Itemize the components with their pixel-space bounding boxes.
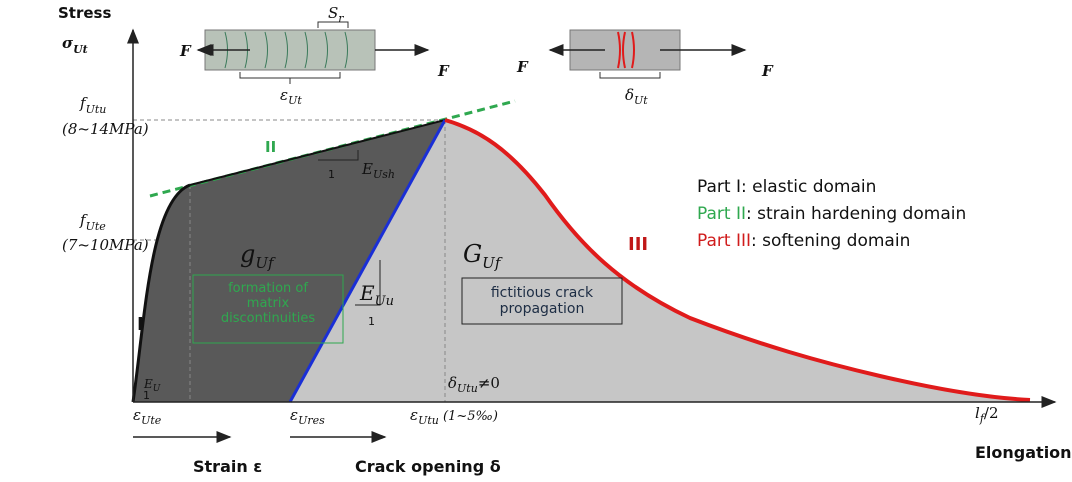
unloading-line bbox=[288, 119, 447, 403]
x-label: εUres bbox=[290, 406, 325, 427]
text-line: discontinuities bbox=[221, 311, 315, 326]
text-part: r bbox=[338, 12, 344, 25]
y-label: fUtu bbox=[79, 94, 106, 116]
text-part: U bbox=[153, 384, 161, 394]
text-part: S bbox=[328, 4, 338, 22]
measure-label: εUt bbox=[280, 86, 302, 107]
text-part: f bbox=[79, 211, 88, 229]
delta-note: δUtu≠0 bbox=[448, 374, 500, 395]
text-part: : elastic domain bbox=[741, 177, 876, 197]
text-part: ε bbox=[410, 406, 418, 424]
y-range: (8~14MPa) bbox=[62, 120, 149, 138]
text-part: Uf bbox=[482, 254, 503, 272]
force: F bbox=[761, 62, 774, 80]
part-label: III bbox=[628, 234, 648, 255]
legend-entry: Part I: elastic domain bbox=[697, 177, 876, 197]
legend-entry: Part II: strain hardening domain bbox=[697, 204, 966, 224]
modulus: EUu bbox=[359, 281, 394, 309]
bracket bbox=[239, 72, 341, 84]
unit: 1 bbox=[368, 315, 375, 328]
modulus: EU bbox=[143, 377, 161, 394]
text-line: propagation bbox=[500, 301, 585, 317]
x-label: εUte bbox=[133, 406, 162, 427]
region-symbol: gUf bbox=[240, 240, 276, 272]
hardening-line bbox=[189, 119, 446, 186]
text-part: Utu bbox=[457, 382, 478, 395]
bracket bbox=[317, 21, 349, 28]
bottom-label: Strain ε bbox=[193, 457, 262, 476]
text-part: Ures bbox=[298, 414, 325, 427]
text-part: Ut bbox=[73, 43, 88, 56]
y-title: Stress bbox=[58, 4, 111, 22]
modulus: EUsh bbox=[361, 160, 395, 181]
text-part: G bbox=[463, 240, 482, 268]
y-range: (7~10MPa) bbox=[62, 236, 149, 254]
box bbox=[192, 274, 344, 344]
text-part: E bbox=[143, 377, 153, 391]
measure-label: δUt bbox=[625, 86, 648, 107]
text-part: σ bbox=[62, 34, 74, 52]
box bbox=[461, 277, 623, 325]
text-part: Ush bbox=[373, 168, 395, 181]
text-line: fictitious crack bbox=[491, 285, 594, 301]
text-part: g bbox=[240, 240, 255, 268]
unit: 1 bbox=[143, 389, 150, 402]
text-part: f bbox=[979, 412, 986, 425]
text-part: /2 bbox=[984, 404, 999, 422]
unit: 1 bbox=[328, 168, 335, 181]
text-part: δ bbox=[448, 374, 457, 392]
text-part: (1~5‰) bbox=[439, 409, 498, 424]
text-part: Ute bbox=[141, 414, 162, 427]
part-label: II bbox=[265, 138, 276, 156]
text-part: Uf bbox=[255, 254, 276, 272]
text-part: Ut bbox=[634, 94, 648, 107]
text-line: formation of bbox=[228, 281, 308, 296]
text-line: matrix bbox=[247, 296, 290, 311]
x-label: lf/2 bbox=[975, 404, 999, 425]
text-part: Utu bbox=[86, 103, 107, 116]
y-symbol: σUt bbox=[62, 34, 88, 56]
spacing-label: Sr bbox=[328, 4, 344, 25]
text-part: Part I bbox=[697, 177, 741, 197]
region-box-text: fictitious crack propagation bbox=[491, 285, 594, 317]
text-part: Utu bbox=[418, 414, 439, 427]
elastic-curve bbox=[131, 183, 191, 403]
dark-area bbox=[133, 120, 445, 402]
region-symbol: GUf bbox=[463, 240, 503, 272]
text-part: δ bbox=[625, 86, 634, 104]
text-part: Part II bbox=[697, 204, 746, 224]
text-part: Ut bbox=[288, 94, 302, 107]
y-label: fUte bbox=[79, 211, 106, 233]
text-part: E bbox=[359, 281, 375, 305]
x-title: Elongation bbox=[975, 443, 1072, 462]
x-label: εUtu (1~5‰) bbox=[410, 406, 498, 427]
legend-entry: Part III: softening domain bbox=[697, 231, 910, 251]
text-part: ε bbox=[133, 406, 141, 424]
force: F bbox=[179, 42, 192, 60]
softening-curve bbox=[444, 118, 1031, 402]
force: F bbox=[437, 62, 450, 80]
slope-triangle bbox=[355, 260, 381, 306]
text-part: Uu bbox=[375, 294, 394, 309]
text-part: ≠0 bbox=[478, 374, 500, 392]
text-part: Ute bbox=[86, 220, 107, 233]
region-box-text: formation of matrix discontinuities bbox=[221, 281, 315, 326]
force: F bbox=[516, 58, 529, 76]
bracket bbox=[599, 72, 661, 79]
bottom-label: Crack opening δ bbox=[355, 457, 501, 476]
text-part: ε bbox=[280, 86, 288, 104]
text-part: f bbox=[79, 94, 88, 112]
text-part: l bbox=[975, 404, 980, 422]
text-part: Part III bbox=[697, 231, 751, 251]
text-part: ε bbox=[290, 406, 298, 424]
part-label: I bbox=[137, 314, 144, 335]
text-part: : softening domain bbox=[751, 231, 910, 251]
slope-triangle bbox=[318, 150, 359, 161]
crack-zone bbox=[617, 31, 635, 69]
text-part: : strain hardening domain bbox=[746, 204, 966, 224]
text-part: E bbox=[361, 160, 373, 178]
